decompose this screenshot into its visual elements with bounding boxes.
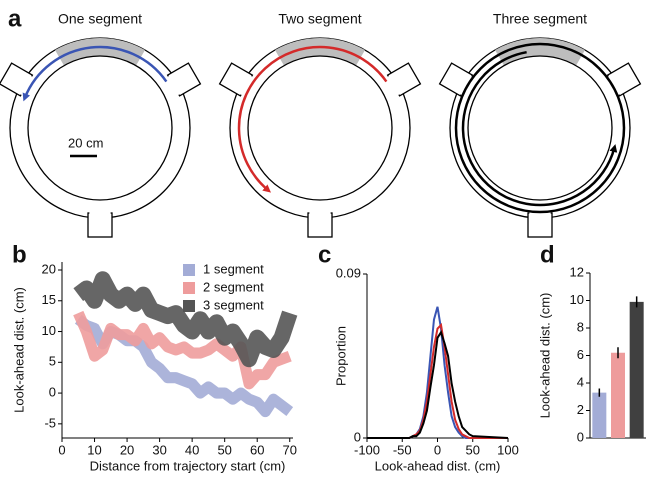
diagram-title: One segment xyxy=(58,11,142,27)
panel-label: d xyxy=(540,241,555,268)
x-tick-label: -50 xyxy=(393,442,412,457)
trajectory-arrow xyxy=(461,50,618,207)
y-tick-label: 0 xyxy=(577,429,584,444)
y-tick-label: 12 xyxy=(570,264,584,279)
series-line xyxy=(367,329,509,439)
series-line xyxy=(367,322,508,439)
track-inner xyxy=(247,55,393,201)
scale-label: 20 cm xyxy=(68,135,103,150)
track xyxy=(438,37,642,238)
port-mouth xyxy=(383,70,409,98)
x-tick-label: 10 xyxy=(87,442,101,457)
bar xyxy=(611,352,625,438)
legend-label: 2 segment xyxy=(203,279,264,294)
x-tick-label: 0 xyxy=(58,442,65,457)
port-mouth xyxy=(451,70,477,98)
port-mouth xyxy=(309,208,331,224)
x-tick-label: 40 xyxy=(185,442,199,457)
port-mouth xyxy=(11,70,37,98)
x-tick-label: 70 xyxy=(283,442,297,457)
x-tick-label: 50 xyxy=(466,442,480,457)
track xyxy=(0,37,202,238)
y-tick-label: 2 xyxy=(577,402,584,417)
port-mouth xyxy=(529,208,551,224)
x-axis-label: Look-ahead dist. (cm) xyxy=(375,458,501,473)
series-line xyxy=(367,306,508,439)
track-inner xyxy=(467,55,613,201)
y-tick-label: 20 xyxy=(42,261,56,276)
y-tick-label: 5 xyxy=(49,354,56,369)
y-axis-label: Look-ahead dist. (cm) xyxy=(11,287,26,413)
x-tick-label: 20 xyxy=(120,442,134,457)
x-tick-label: 100 xyxy=(497,442,519,457)
trajectory-arrow xyxy=(22,45,168,102)
port-mouth xyxy=(89,208,111,224)
trajectory-loop xyxy=(454,42,626,214)
reward-zone xyxy=(275,37,365,66)
panel-label: c xyxy=(318,241,331,268)
legend-swatch xyxy=(183,300,195,312)
legend-swatch xyxy=(183,282,195,294)
track xyxy=(218,37,422,238)
reward-zone xyxy=(55,37,145,66)
y-tick-label: 15 xyxy=(42,292,56,307)
y-tick-label: 0.09 xyxy=(336,265,361,280)
port-mouth xyxy=(231,70,257,98)
y-tick-label: 10 xyxy=(42,323,56,338)
x-tick-label: 30 xyxy=(152,442,166,457)
trajectory-arrow xyxy=(237,45,388,193)
y-axis-label: Proportion xyxy=(333,326,348,386)
track-inner xyxy=(27,55,173,201)
x-tick-label: -100 xyxy=(354,442,380,457)
y-tick-label: 0 xyxy=(49,385,56,400)
y-tick-label: 10 xyxy=(570,292,584,307)
legend-label: 3 segment xyxy=(203,297,264,312)
series-band xyxy=(73,310,292,390)
bar xyxy=(592,392,607,438)
legend-swatch xyxy=(183,264,195,276)
panel-label: b xyxy=(12,241,27,268)
x-axis-label: Distance from trajectory start (cm) xyxy=(90,458,286,473)
y-tick-label: 4 xyxy=(577,374,584,389)
bar xyxy=(629,301,644,438)
legend-label: 1 segment xyxy=(203,261,264,276)
port-mouth xyxy=(163,70,189,98)
x-tick-label: 60 xyxy=(250,442,264,457)
panel-label: a xyxy=(8,5,22,32)
y-tick-label: 8 xyxy=(577,319,584,334)
y-tick-label: 0 xyxy=(354,429,361,444)
diagram-title: Two segment xyxy=(278,11,361,27)
y-axis-label: Look-ahead dist. (cm) xyxy=(537,293,552,419)
x-tick-label: 0 xyxy=(434,442,441,457)
series-band xyxy=(73,271,298,368)
x-tick-label: 50 xyxy=(217,442,231,457)
port-mouth xyxy=(603,70,629,98)
reward-zone xyxy=(495,37,585,66)
y-tick-label: -5 xyxy=(44,415,56,430)
diagram-title: Three segment xyxy=(493,11,587,27)
y-tick-label: 6 xyxy=(577,347,584,362)
